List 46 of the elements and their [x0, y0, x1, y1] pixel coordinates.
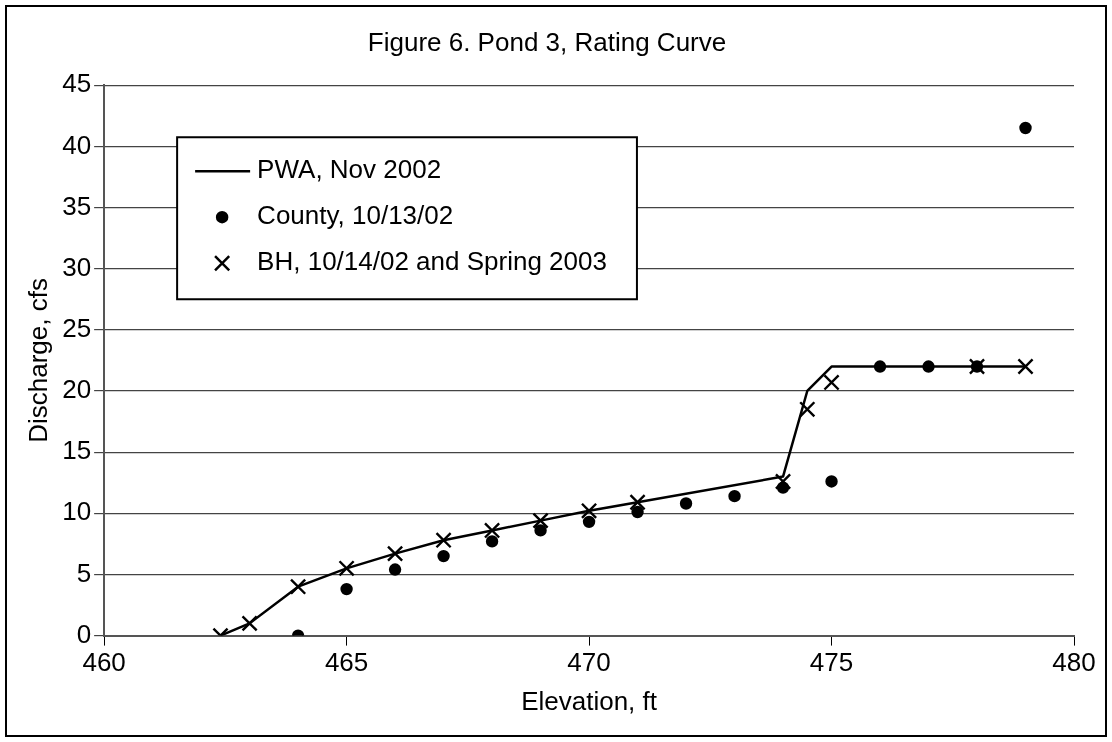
point — [338, 560, 355, 577]
point — [580, 502, 598, 520]
legend-label: PWA, Nov 2002 — [257, 154, 442, 185]
x-tick-label: 465 — [324, 647, 369, 678]
point — [435, 531, 452, 549]
point — [799, 401, 816, 418]
point — [388, 563, 402, 576]
x-tick-label: 480 — [1052, 647, 1096, 678]
point — [629, 494, 646, 511]
y-tick-label: 30 — [62, 251, 92, 282]
point — [1017, 358, 1034, 375]
point — [485, 535, 499, 548]
x-tick-label: 460 — [82, 647, 126, 678]
legend-label: County, 10/13/02 — [257, 200, 454, 231]
legend-label: BH, 10/14/02 and Spring 2003 — [257, 246, 607, 277]
point — [437, 549, 450, 563]
point — [776, 481, 790, 494]
y-tick-label: 5 — [76, 557, 92, 588]
y-axis-title: Discharge, cfs — [22, 278, 53, 443]
point — [532, 512, 549, 529]
y-tick-label: 10 — [62, 496, 92, 527]
x-tick-label: 470 — [567, 647, 611, 678]
point — [289, 578, 307, 595]
x-tick-label: 475 — [809, 647, 854, 678]
y-tick-label: 35 — [62, 190, 92, 221]
y-tick-label: 25 — [62, 312, 92, 343]
point — [774, 473, 792, 490]
point — [340, 582, 353, 596]
point — [825, 475, 838, 488]
point — [534, 524, 547, 537]
point — [728, 489, 741, 503]
point — [582, 515, 596, 529]
y-tick-label: 40 — [62, 129, 92, 160]
y-tick-label: 15 — [62, 435, 92, 466]
point — [241, 615, 258, 632]
point — [631, 505, 644, 519]
y-tick-label: 45 — [62, 68, 92, 99]
point — [1019, 121, 1032, 135]
y-tick-label: 20 — [62, 374, 92, 405]
point — [483, 522, 501, 539]
point — [679, 497, 693, 510]
x-axis-title: Elevation, ft — [521, 685, 658, 716]
point — [823, 374, 840, 391]
y-tick-label: 0 — [76, 618, 92, 649]
chart-title: Figure 6. Pond 3, Rating Curve — [367, 26, 727, 57]
point — [386, 545, 404, 562]
